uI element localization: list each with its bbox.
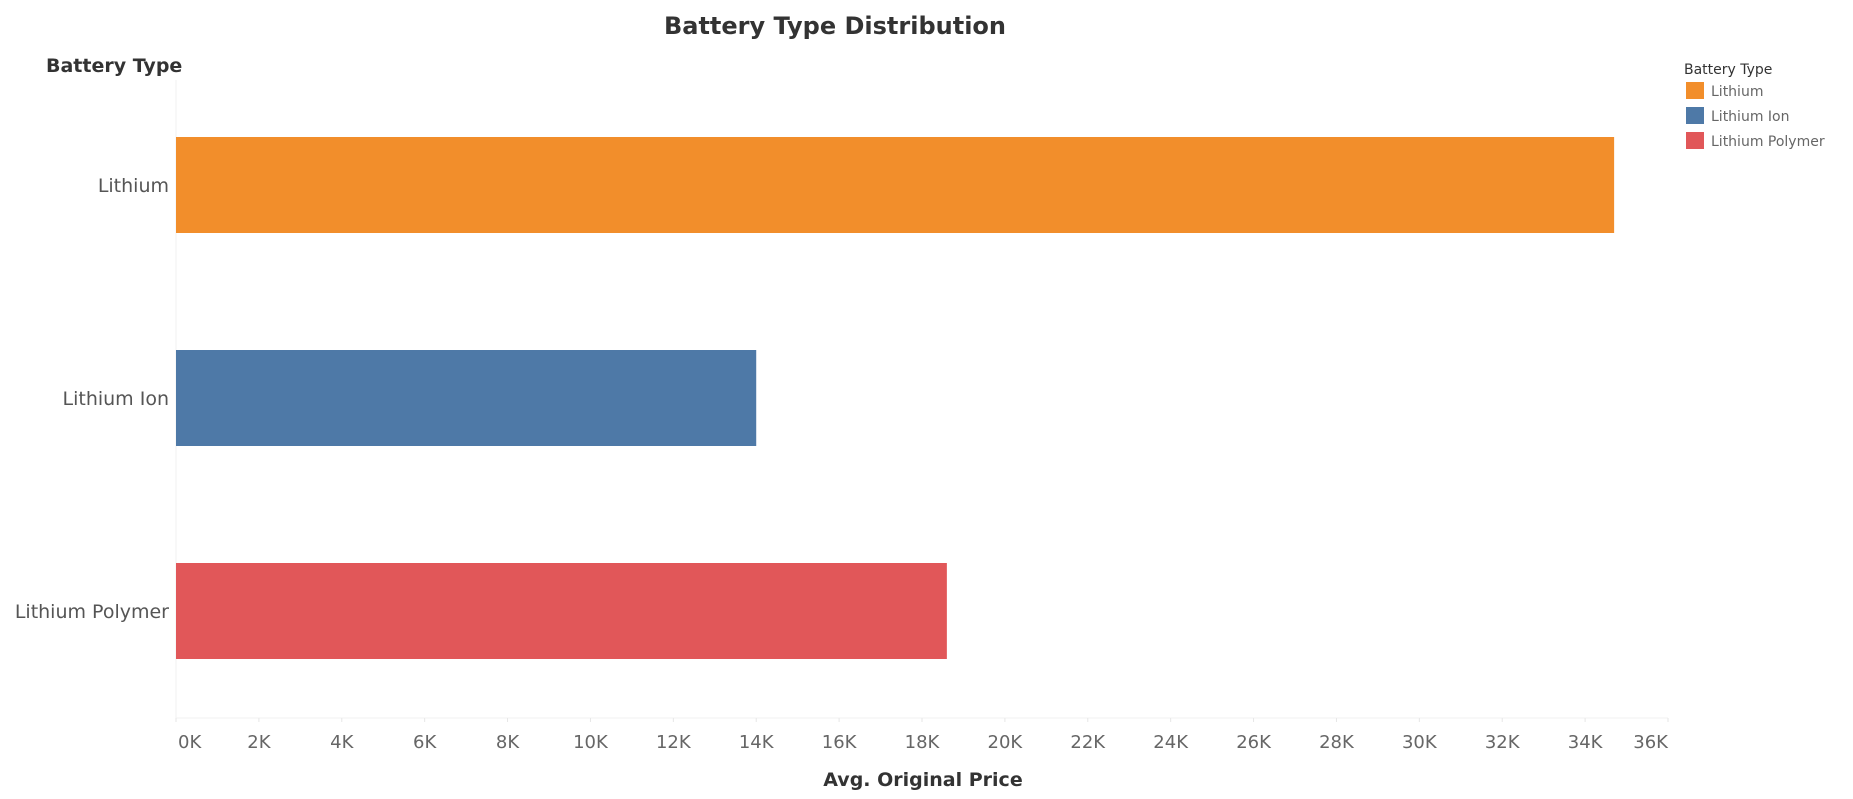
bar-lithium-ion: [176, 350, 757, 446]
category-label: Lithium: [98, 175, 169, 197]
legend-label: Lithium Polymer: [1711, 134, 1825, 150]
x-ticks-group: 0K 2K 4K 6K 8K 10K 12K 14K 16K 18K 20K 22K 24K 26K 28K…: [175, 718, 1669, 753]
legend-swatch: [1686, 132, 1704, 149]
chart-title: Battery Type Distribution: [664, 12, 1006, 40]
x-tick-label: 28K: [1319, 732, 1355, 753]
x-tick-label: 32K: [1485, 732, 1521, 753]
x-tick-label: 8K: [496, 732, 520, 753]
x-tick-label: 2K: [247, 732, 271, 753]
x-tick-label: 16K: [822, 732, 858, 753]
category-label: Lithium Polymer: [15, 601, 169, 623]
bar-lithium: [176, 137, 1615, 233]
x-tick-label: 36K: [1633, 732, 1669, 753]
legend-label: Lithium Ion: [1711, 109, 1789, 125]
x-tick-label: 30K: [1402, 732, 1438, 753]
y-axis-title: Battery Type: [46, 55, 182, 77]
x-tick-label: 14K: [739, 732, 775, 753]
x-tick-label: 20K: [988, 732, 1024, 753]
x-tick-label: 34K: [1568, 732, 1604, 753]
legend-label: Lithium: [1711, 84, 1763, 100]
legend: Battery Type Lithium Lithium Ion Lithium P…: [1684, 62, 1825, 150]
legend-swatch: [1686, 107, 1704, 124]
x-axis-title: Avg. Original Price: [823, 769, 1022, 791]
x-tick-label: 0K: [178, 732, 202, 753]
x-tick-label: 22K: [1070, 732, 1106, 753]
bar-lithium-polymer: [176, 563, 947, 659]
bars-group: [176, 137, 1615, 659]
x-tick-label: 24K: [1153, 732, 1189, 753]
legend-swatch: [1686, 82, 1704, 99]
legend-title: Battery Type: [1684, 62, 1772, 78]
category-label: Lithium Ion: [63, 388, 170, 410]
x-tick-label: 12K: [656, 732, 692, 753]
x-tick-label: 10K: [573, 732, 609, 753]
x-tick-label: 26K: [1236, 732, 1272, 753]
x-tick-label: 6K: [413, 732, 437, 753]
category-labels-group: Lithium Lithium Ion Lithium Polymer: [15, 175, 169, 623]
x-tick-label: 18K: [905, 732, 941, 753]
x-tick-label: 4K: [330, 732, 354, 753]
legend-items-group: Lithium Lithium Ion Lithium Polymer: [1686, 82, 1825, 150]
